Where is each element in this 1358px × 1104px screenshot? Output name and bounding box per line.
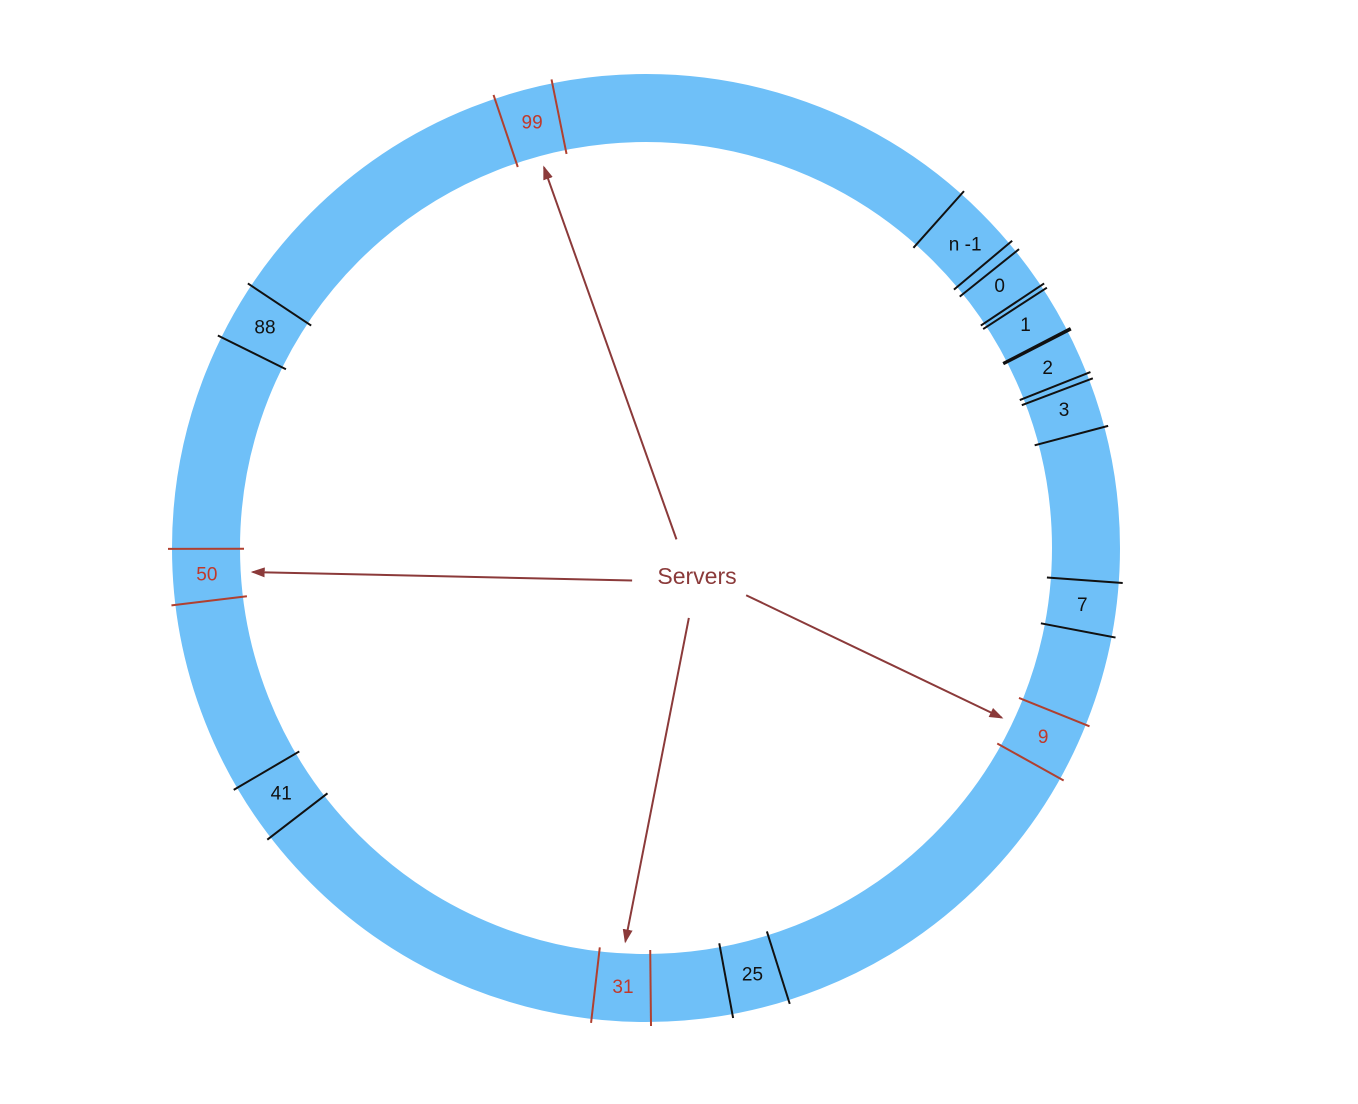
server-slot-label-31: 31 xyxy=(612,977,633,998)
key-slot-label-1: 1 xyxy=(1020,315,1031,336)
server-arrow-99 xyxy=(544,167,676,539)
key-slot-label-n-1: n -1 xyxy=(949,235,982,256)
servers-label: Servers xyxy=(657,563,736,589)
server-arrow-9 xyxy=(746,595,1001,717)
key-slot-label-0: 0 xyxy=(994,276,1005,297)
server-arrows xyxy=(253,167,1002,941)
server-slot-label-50: 50 xyxy=(196,564,217,585)
server-slot-label-99: 99 xyxy=(522,112,543,133)
key-slot-label-41: 41 xyxy=(271,784,292,805)
key-slot-label-3: 3 xyxy=(1059,400,1070,421)
slot-divider-31-start xyxy=(650,950,651,1026)
server-arrow-50 xyxy=(253,572,632,580)
key-slot-label-7: 7 xyxy=(1077,595,1088,616)
server-arrow-31 xyxy=(625,618,688,942)
key-slot-label-25: 25 xyxy=(742,964,763,985)
server-slot-label-9: 9 xyxy=(1038,727,1049,748)
key-slot-label-88: 88 xyxy=(254,318,275,339)
key-slot-label-2: 2 xyxy=(1042,358,1053,379)
